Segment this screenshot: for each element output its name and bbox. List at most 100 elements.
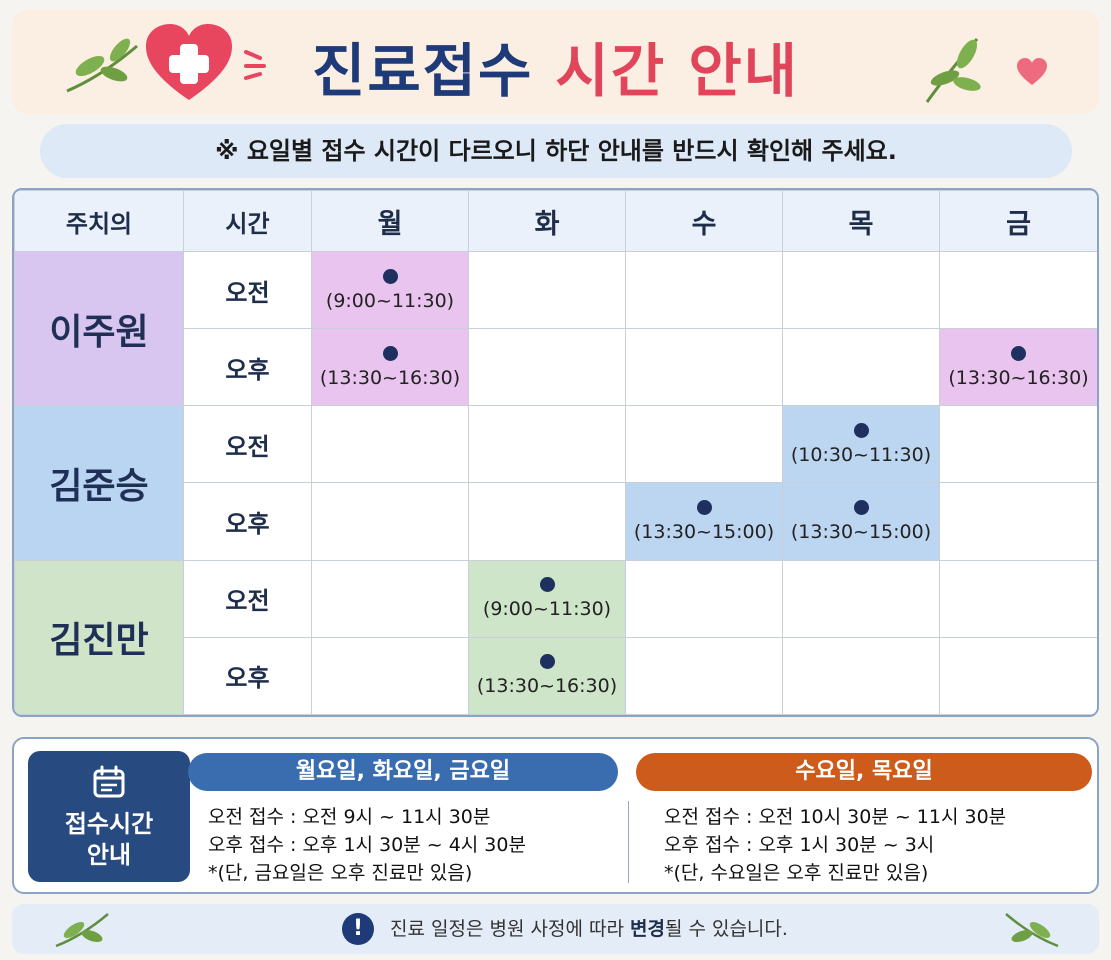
notice-bar: ※ 요일별 접수 시간이 다르오니 하단 안내를 반드시 확인해 주세요. bbox=[40, 124, 1072, 178]
doctor-name: 김준승 bbox=[14, 405, 184, 561]
time-slot-pm: 오후 bbox=[183, 328, 312, 407]
table-header-row: 주치의 시간 월 화 수 목 금 bbox=[14, 190, 1097, 252]
schedule-cell-tue-am: (9:00~11:30) bbox=[468, 559, 626, 638]
leaf-icon bbox=[55, 913, 109, 948]
available-dot-icon bbox=[696, 500, 712, 516]
group1-pm: 오후 접수 : 오후 1시 30분 ~ 4시 30분 bbox=[208, 834, 526, 856]
schedule-cell-fri-am bbox=[939, 250, 1097, 330]
time-slot-pm: 오후 bbox=[183, 636, 312, 715]
footer-text-after: 될 수 있습니다. bbox=[664, 918, 788, 940]
time-slot-pm: 오후 bbox=[183, 482, 312, 561]
session-time: (13:30~15:00) bbox=[633, 521, 775, 544]
leaf-icon bbox=[1005, 913, 1059, 948]
small-heart-icon bbox=[1017, 58, 1047, 85]
leaf-icon bbox=[66, 38, 138, 93]
available-dot-icon bbox=[853, 500, 869, 516]
available-dot-icon bbox=[1011, 345, 1026, 361]
reception-badge: 접수시간 안내 bbox=[28, 751, 190, 882]
group1-title: 월요일, 화요일, 금요일 bbox=[188, 753, 618, 791]
schedule-cell-wed-pm bbox=[625, 636, 783, 715]
available-dot-icon bbox=[382, 345, 398, 361]
leaf-icon bbox=[925, 38, 981, 103]
calendar-icon bbox=[93, 765, 125, 798]
col-header-thu: 목 bbox=[782, 190, 940, 252]
session-time: (13:30~16:30) bbox=[948, 366, 1089, 389]
schedule-cell-thu-am bbox=[782, 250, 940, 330]
schedule-cell-mon-pm bbox=[311, 482, 469, 561]
session-time: (13:30~16:30) bbox=[319, 366, 461, 389]
schedule-table: 주치의 시간 월 화 수 목 금 이주원 오전 (9:00~11:30) 오후 (13:… bbox=[12, 188, 1099, 717]
badge-line1: 접수시간 bbox=[64, 810, 154, 838]
badge-line2: 안내 bbox=[86, 841, 132, 869]
group2-am: 오전 접수 : 오전 10시 30분 ~ 11시 30분 bbox=[664, 806, 1007, 828]
schedule-cell-wed-pm bbox=[625, 328, 783, 407]
sparkle-icon bbox=[244, 50, 266, 80]
table-row: 오후 (13:30~16:30) bbox=[15, 636, 1097, 715]
footer-text-before: 진료 일정은 병원 사정에 따라 bbox=[390, 918, 624, 940]
doctor-name: 김진만 bbox=[14, 559, 184, 715]
col-header-doctor: 주치의 bbox=[14, 190, 184, 252]
time-slot-am: 오전 bbox=[183, 405, 312, 484]
schedule-cell-thu-am: (10:30~11:30) bbox=[782, 405, 940, 484]
schedule-cell-wed-am bbox=[625, 405, 783, 484]
page-title: 진료접수 시간 안내 bbox=[12, 24, 1099, 108]
schedule-cell-mon-am: (9:00~11:30) bbox=[311, 250, 469, 330]
reception-info-box: 접수시간 안내 월요일, 화요일, 금요일 수요일, 목요일 오전 접수 : 오… bbox=[12, 737, 1099, 894]
schedule-cell-mon-am bbox=[311, 559, 469, 638]
schedule-cell-mon-pm bbox=[311, 636, 469, 715]
schedule-cell-tue-am bbox=[468, 250, 626, 330]
schedule-cell-wed-pm: (13:30~15:00) bbox=[625, 482, 783, 561]
session-time: (9:00~11:30) bbox=[325, 289, 455, 312]
session-time: (13:30~15:00) bbox=[790, 521, 932, 544]
title-part2: 시간 안내 bbox=[555, 37, 800, 105]
doctor-name: 이주원 bbox=[14, 250, 184, 407]
schedule-cell-wed-am bbox=[625, 250, 783, 330]
available-dot-icon bbox=[382, 268, 398, 284]
group1-note: *(단, 금요일은 오후 진료만 있음) bbox=[208, 862, 473, 884]
available-dot-icon bbox=[853, 422, 869, 438]
available-dot-icon bbox=[539, 577, 555, 593]
table-row: 오후 (13:30~15:00) (13:30~15:00) bbox=[15, 482, 1097, 561]
title-banner: 진료접수 시간 안내 bbox=[12, 10, 1099, 114]
group2-pm: 오후 접수 : 오후 1시 30분 ~ 3시 bbox=[664, 834, 935, 856]
divider bbox=[628, 801, 629, 883]
col-header-wed: 수 bbox=[625, 190, 783, 252]
schedule-cell-wed-am bbox=[625, 559, 783, 638]
schedule-cell-fri-am bbox=[939, 405, 1097, 484]
col-header-fri: 금 bbox=[939, 190, 1097, 252]
col-header-tue: 화 bbox=[468, 190, 626, 252]
schedule-cell-tue-pm bbox=[468, 328, 626, 407]
title-part1: 진료접수 bbox=[311, 37, 534, 105]
group1-rules: 오전 접수 : 오전 9시 ~ 11시 30분 오후 접수 : 오후 1시 30… bbox=[208, 803, 526, 887]
table-row: 이주원 오전 (9:00~11:30) bbox=[14, 250, 1097, 407]
schedule-cell-fri-am bbox=[939, 559, 1097, 638]
session-time: (10:30~11:30) bbox=[790, 443, 932, 466]
schedule-cell-fri-pm bbox=[939, 636, 1097, 715]
col-header-mon: 월 bbox=[311, 190, 469, 252]
warning-icon: ! bbox=[342, 913, 374, 945]
schedule-cell-tue-am bbox=[468, 405, 626, 484]
schedule-cell-tue-pm: (13:30~16:30) bbox=[468, 636, 626, 715]
table-row: 오후 (13:30~16:30) (13:30~16:30) bbox=[15, 328, 1097, 407]
footer-notice: ! 진료 일정은 병원 사정에 따라 변경될 수 있습니다. bbox=[12, 904, 1099, 954]
schedule-cell-fri-pm: (13:30~16:30) bbox=[939, 328, 1097, 407]
session-time: (9:00~11:30) bbox=[482, 598, 612, 621]
table-row: 김준승 오전 (10:30~11:30) bbox=[14, 405, 1097, 561]
schedule-cell-thu-pm bbox=[782, 636, 940, 715]
time-slot-am: 오전 bbox=[183, 250, 312, 330]
schedule-cell-thu-am bbox=[782, 559, 940, 638]
footer-text: 진료 일정은 병원 사정에 따라 변경될 수 있습니다. bbox=[390, 904, 788, 954]
footer-text-bold: 변경 bbox=[629, 918, 665, 940]
group1-am: 오전 접수 : 오전 9시 ~ 11시 30분 bbox=[208, 806, 491, 828]
group2-note: *(단, 수요일은 오후 진료만 있음) bbox=[664, 862, 929, 884]
heart-plus-icon bbox=[146, 24, 232, 100]
time-slot-am: 오전 bbox=[183, 559, 312, 638]
session-time: (13:30~16:30) bbox=[476, 675, 618, 698]
group2-title: 수요일, 목요일 bbox=[636, 753, 1092, 791]
available-dot-icon bbox=[539, 654, 555, 670]
schedule-cell-mon-am bbox=[311, 405, 469, 484]
schedule-cell-tue-pm bbox=[468, 482, 626, 561]
table-row: 김진만 오전 (9:00~11:30) bbox=[14, 559, 1097, 715]
schedule-cell-thu-pm bbox=[782, 328, 940, 407]
schedule-cell-fri-pm bbox=[939, 482, 1097, 561]
